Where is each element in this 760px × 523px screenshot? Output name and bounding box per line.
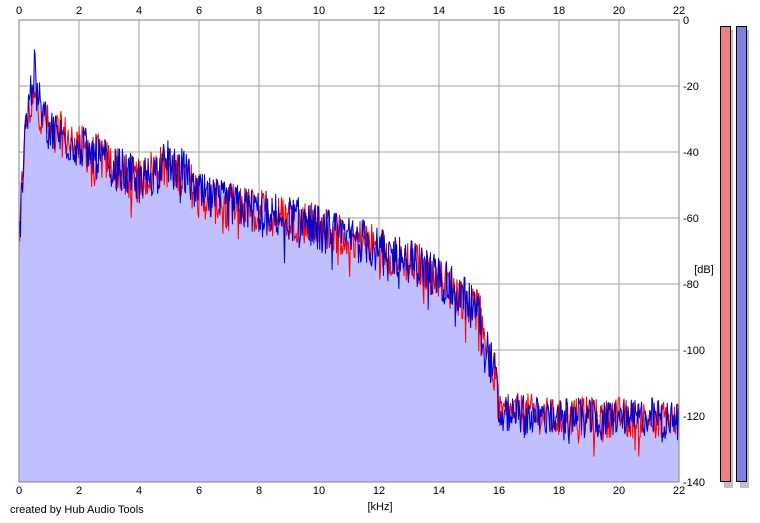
x-tick-label-bottom: 20 [613,485,625,497]
y-axis-label: [dB] [694,264,714,276]
y-tick-label: -80 [683,279,699,291]
x-tick-label-top: 20 [613,5,625,17]
x-tick-label-top: 16 [493,5,505,17]
series-line-blue [18,49,680,444]
x-tick-label-bottom: 6 [196,485,202,497]
x-tick-label-top: 22 [673,5,685,17]
credit-text: created by Hub Audio Tools [10,504,144,516]
right-channel-meter [736,26,747,482]
x-tick-label-top: 0 [16,5,22,17]
y-tick-label: -60 [683,213,699,225]
x-tick-label-bottom: 0 [16,485,22,497]
x-tick-label-bottom: 2 [76,485,82,497]
left-channel-meter [720,26,731,482]
x-tick-label-top: 12 [373,5,385,17]
x-tick-label-top: 14 [433,5,445,17]
x-tick-label-bottom: 18 [553,485,565,497]
plot-frame [18,19,680,483]
y-tick-label: -120 [683,411,705,423]
y-tick-label: 0 [683,15,689,27]
x-axis-label: [kHz] [367,501,392,513]
y-tick-label: -140 [683,477,705,489]
x-tick-label-bottom: 4 [136,485,142,497]
x-tick-label-bottom: 10 [313,485,325,497]
y-tick-label: -40 [683,147,699,159]
x-tick-label-bottom: 22 [673,485,685,497]
series-group [18,49,680,457]
x-tick-label-top: 4 [136,5,142,17]
x-tick-label-top: 10 [313,5,325,17]
y-tick-label: -20 [683,81,699,93]
x-tick-label-bottom: 16 [493,485,505,497]
x-tick-label-bottom: 14 [433,485,445,497]
x-tick-label-top: 6 [196,5,202,17]
x-tick-label-top: 8 [256,5,262,17]
x-tick-label-top: 2 [76,5,82,17]
tick-labels: 002244668810101212141416161818202022220-… [16,5,705,497]
x-tick-label-bottom: 12 [373,485,385,497]
x-tick-label-bottom: 8 [256,485,262,497]
y-tick-label: -100 [683,345,705,357]
x-tick-label-top: 18 [553,5,565,17]
